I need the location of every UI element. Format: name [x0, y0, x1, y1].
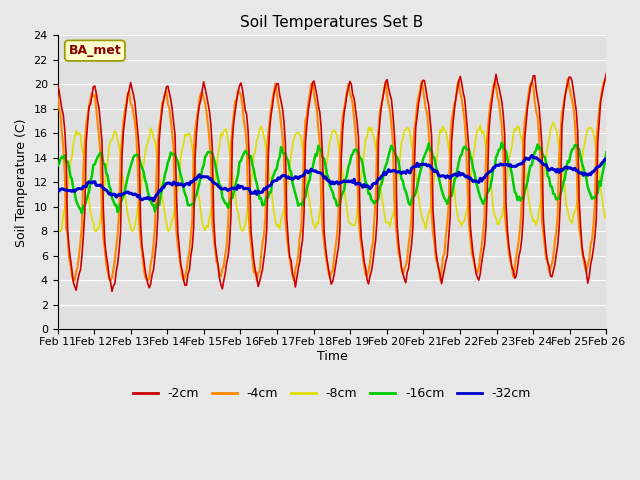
Title: Soil Temperatures Set B: Soil Temperatures Set B [241, 15, 424, 30]
Text: BA_met: BA_met [68, 44, 121, 57]
Legend: -2cm, -4cm, -8cm, -16cm, -32cm: -2cm, -4cm, -8cm, -16cm, -32cm [128, 383, 536, 406]
Y-axis label: Soil Temperature (C): Soil Temperature (C) [15, 118, 28, 247]
X-axis label: Time: Time [317, 350, 348, 363]
